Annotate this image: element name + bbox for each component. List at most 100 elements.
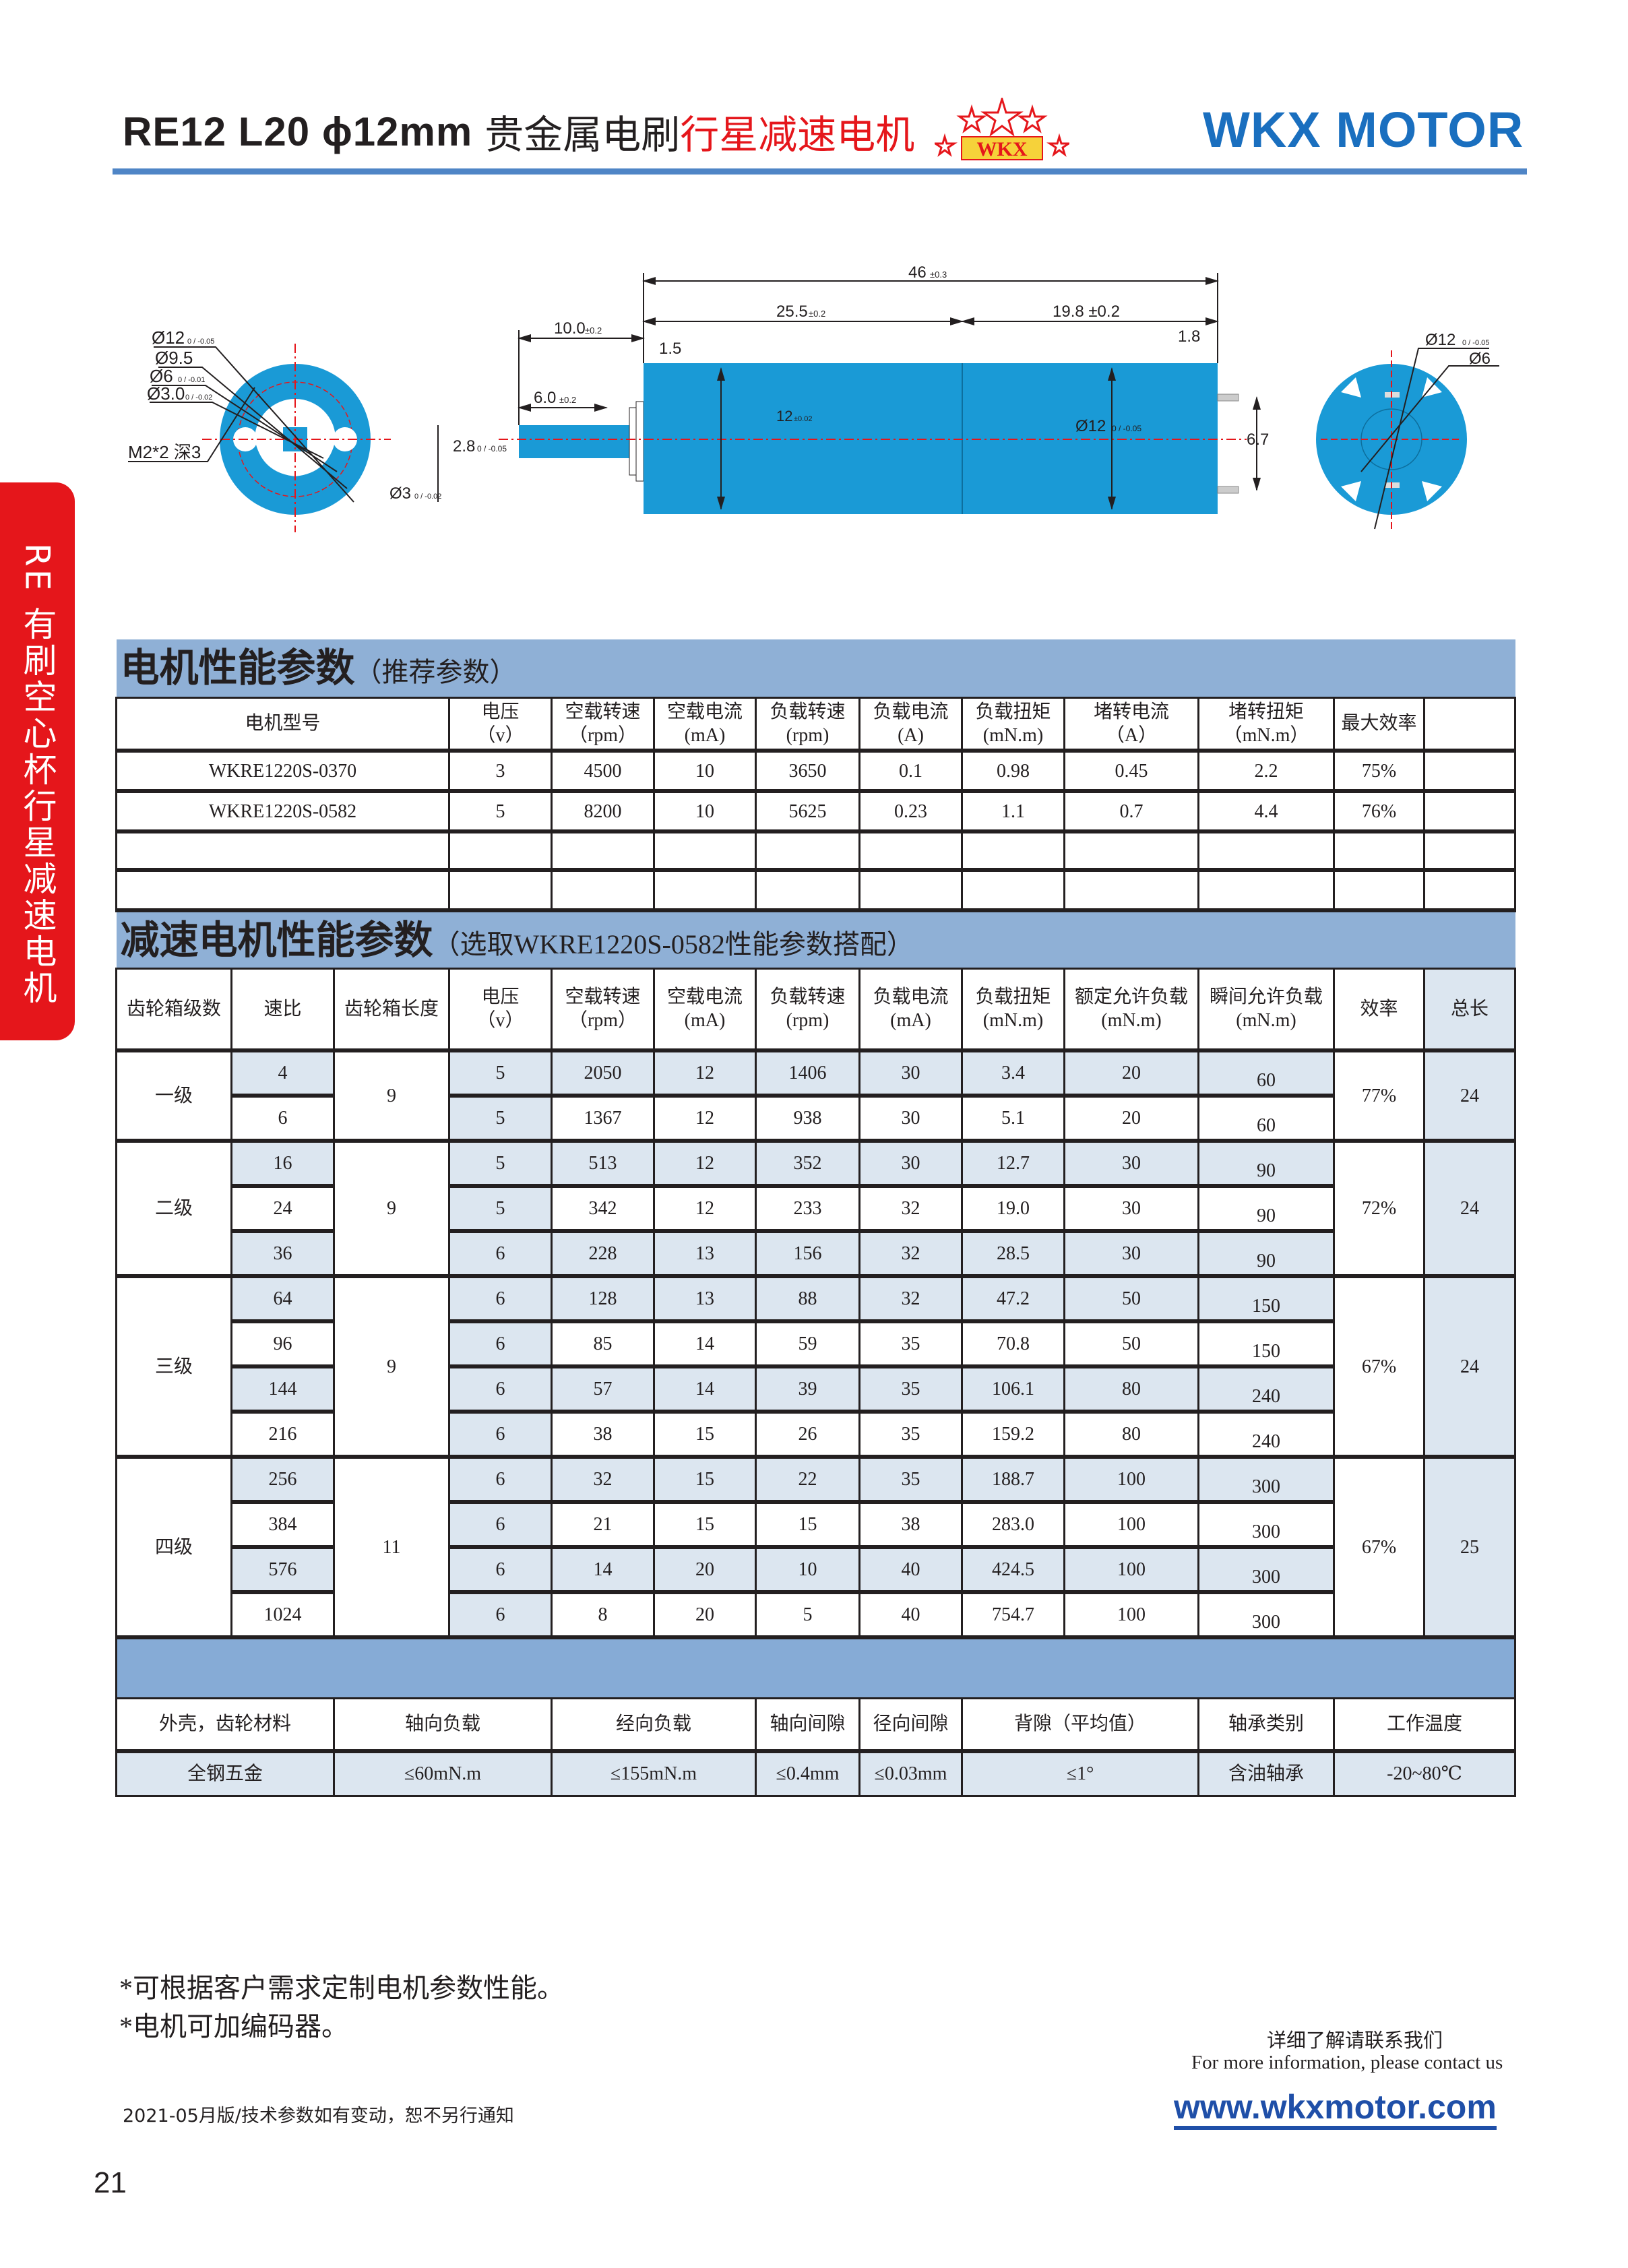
date-note: 2021-05月版/技术参数如有变动，恕不另行通知	[123, 2106, 514, 2127]
table-cell: 3.4	[961, 1049, 1065, 1098]
title-black: 贵金属电刷	[484, 112, 681, 158]
table-row: WKRE1220S-0370 3 4500 10 3650 0.1 0.98 0.45 2.2 7…	[115, 749, 1517, 793]
column-header: 负载转速 (rpm)	[755, 696, 860, 753]
table-cell	[1333, 830, 1425, 872]
model-code: RE12 L20 ϕ12mm	[123, 108, 473, 154]
table-cell: 12	[653, 1139, 757, 1188]
total-length-cell: 24	[1422, 1139, 1517, 1278]
table-cell: 20	[1063, 1094, 1199, 1143]
table-cell: 300	[1197, 1501, 1335, 1549]
efficiency-cell: 77%	[1333, 1049, 1425, 1143]
table-cell	[653, 830, 757, 872]
table-cell	[551, 830, 655, 872]
ratio-cell: 6	[230, 1094, 335, 1143]
table-cell: WKRE1220S-0370	[115, 749, 450, 793]
dim-pin: 1.8	[1178, 327, 1200, 346]
table-cell: 14	[653, 1320, 757, 1368]
front-dia-3: Ø3.0	[147, 383, 185, 404]
table-cell	[1333, 869, 1425, 912]
table-cell: 50	[1063, 1320, 1199, 1368]
table-cell: 57	[551, 1365, 655, 1414]
column-header: 堵转电流 （A）	[1063, 696, 1199, 753]
table-cell: 39	[755, 1365, 860, 1414]
table-cell: 6	[448, 1591, 553, 1639]
front-view	[128, 344, 391, 532]
svg-text:0 / -0.01: 0 / -0.01	[178, 376, 205, 384]
table-row: 6 5 1367 12 938 30 5.1 20 60	[117, 1094, 1515, 1143]
table-row: 1024 6 8 20 5 40 754.7 100 300	[117, 1591, 1515, 1639]
header-divider	[113, 168, 1527, 175]
table-row	[115, 830, 1517, 872]
front-thread: M2*2 深3	[128, 442, 201, 462]
table-cell	[653, 869, 757, 912]
note-customization: *可根据客户需求定制电机参数性能。	[119, 1973, 564, 2003]
page-title: RE12 L20 ϕ12mm 贵金属电刷 行星减速电机 WKX	[123, 98, 1070, 162]
table-cell: 30	[1063, 1185, 1199, 1233]
gearbox-length-cell: 9	[333, 1049, 450, 1143]
spec-value: ≤1°	[961, 1750, 1199, 1797]
table-cell: 15	[653, 1501, 757, 1549]
table-cell: 30	[1063, 1139, 1199, 1188]
table-row: 二级 16 9 5 513 12 352 30 12.7 30 90 72% 24	[115, 1139, 1517, 1278]
ratio-cell: 256	[230, 1455, 335, 1504]
table-row: 一级 4 9 5 2050 12 1406 30 3.4 20 60 77% 24	[115, 1049, 1517, 1143]
spec-value: 全钢五金	[115, 1750, 335, 1797]
table-row: 384 6 21 15 15 38 283.0 100 300	[117, 1501, 1515, 1549]
table-cell: 90	[1197, 1185, 1335, 1233]
front-dia-9-5: Ø9.5	[155, 348, 193, 368]
column-header: 负载扭矩 (mN.m)	[961, 967, 1065, 1052]
table-cell: 513	[551, 1139, 655, 1188]
column-header: 负载电流 (A)	[858, 696, 963, 753]
spec-header: 背隙（平均值）	[961, 1697, 1199, 1753]
table-cell: 20	[1063, 1049, 1199, 1098]
svg-text:0 / -0.05: 0 / -0.05	[1462, 339, 1489, 347]
table-cell	[755, 830, 860, 872]
table-cell: 0.1	[858, 749, 963, 793]
dim-gearbox-length: 25.5	[776, 303, 808, 321]
table-cell: 38	[551, 1410, 655, 1459]
table-row: 96 6 85 14 59 35 70.8 50 150	[117, 1320, 1515, 1368]
ratio-cell: 4	[230, 1049, 335, 1098]
column-header: 堵转扭矩 （mN.m）	[1197, 696, 1335, 753]
table-cell: 13	[653, 1275, 757, 1323]
table-cell: 28.5	[961, 1230, 1065, 1278]
table-cell: 5	[448, 790, 553, 833]
table-cell: 6	[448, 1230, 553, 1278]
table-cell: 60	[1197, 1049, 1335, 1098]
svg-text:±0.02: ±0.02	[794, 415, 812, 423]
website-link[interactable]: www.wkxmotor.com	[1174, 2089, 1497, 2130]
spec-header: 轴向间隙	[755, 1697, 860, 1753]
table-cell: 40	[858, 1546, 963, 1594]
table-cell: 40	[858, 1591, 963, 1639]
column-header: 电机型号	[115, 696, 450, 753]
ratio-cell: 144	[230, 1365, 335, 1414]
svg-text:±0.3: ±0.3	[930, 270, 947, 280]
column-header: 齿轮箱级数	[115, 967, 232, 1052]
table-cell: 150	[1197, 1320, 1335, 1368]
table-row: 24 5 342 12 233 32 19.0 30 90	[117, 1185, 1515, 1233]
dim-pin-pitch: 6.7	[1247, 431, 1269, 449]
table-cell	[1063, 830, 1199, 872]
total-length-cell: 24	[1422, 1049, 1517, 1143]
table-cell: 80	[1063, 1365, 1199, 1414]
table-row: 144 6 57 14 39 35 106.1 80 240	[117, 1365, 1515, 1414]
table-row: 减速电机性能参数（选取WKRE1220S-0582性能参数搭配）	[116, 910, 1515, 970]
table-cell	[858, 830, 963, 872]
table-cell: 6	[448, 1275, 553, 1323]
table-cell	[961, 869, 1065, 912]
spec-value: ≤0.03mm	[858, 1750, 963, 1797]
dim-flat: 2.8	[453, 437, 475, 455]
total-length-cell: 25	[1422, 1455, 1517, 1639]
table-cell: 15	[653, 1410, 757, 1459]
spec-header: 轴向负载	[333, 1697, 553, 1753]
table-cell	[448, 869, 553, 912]
svg-text:0 / -0.05: 0 / -0.05	[477, 444, 507, 453]
column-header	[1422, 696, 1517, 753]
table-cell: 1367	[551, 1094, 655, 1143]
table-cell	[1422, 830, 1517, 872]
table-cell: 100	[1063, 1501, 1199, 1549]
table-row: 全钢五金 ≤60mN.m ≤155mN.m ≤0.4mm ≤0.03mm ≤1° 含油轴承 -…	[115, 1750, 1517, 1797]
table-cell: 85	[551, 1320, 655, 1368]
ratio-cell: 64	[230, 1275, 335, 1323]
section-title: 减速电机性能参数	[120, 916, 433, 963]
